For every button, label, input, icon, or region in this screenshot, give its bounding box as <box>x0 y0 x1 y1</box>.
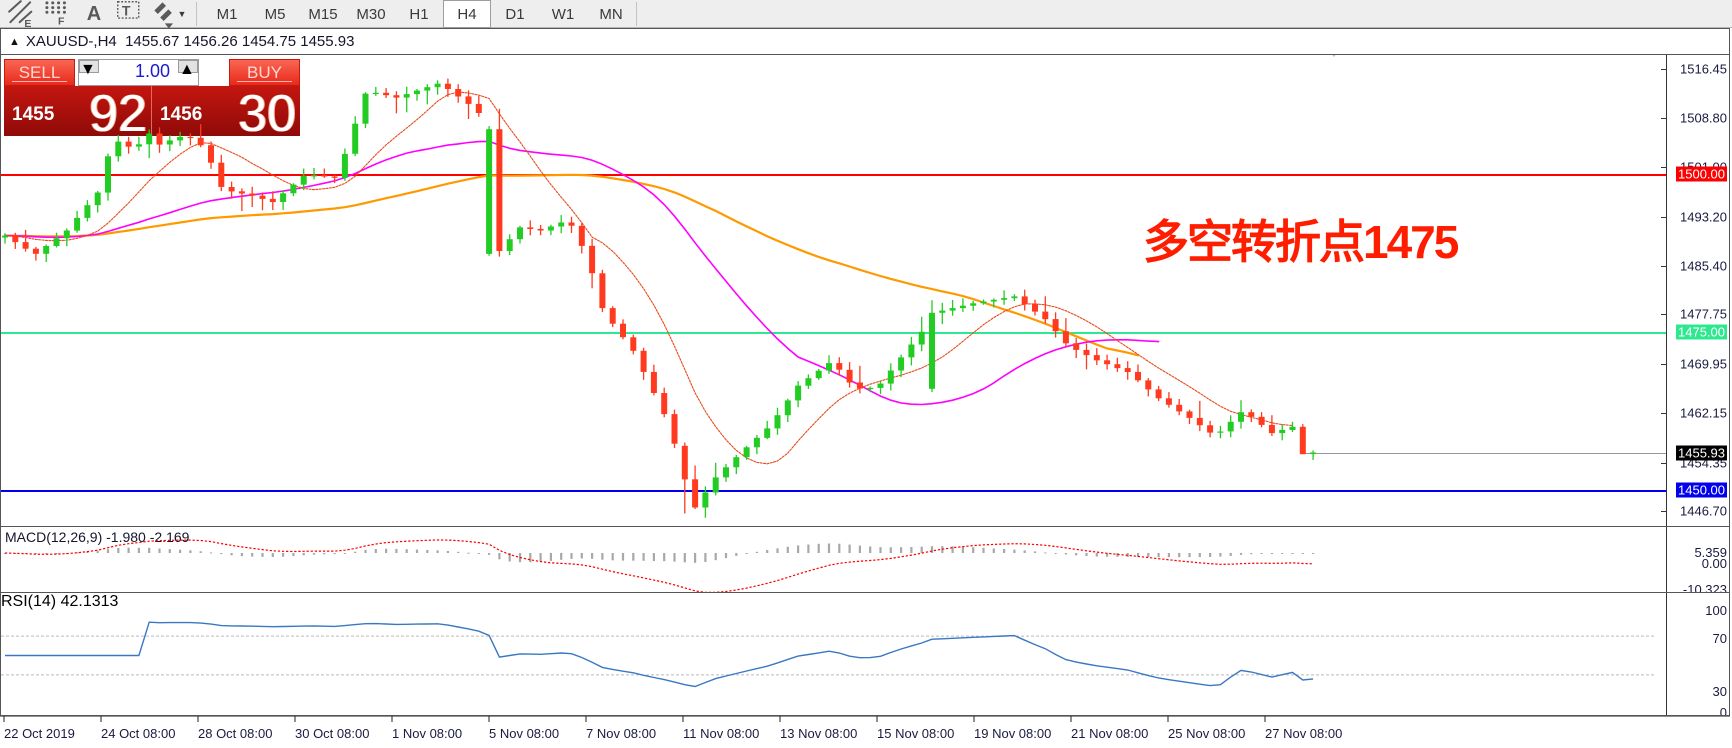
svg-text:7 Nov 08:00: 7 Nov 08:00 <box>586 726 656 741</box>
svg-text:28 Oct 08:00: 28 Oct 08:00 <box>198 726 272 741</box>
svg-text:1 Nov 08:00: 1 Nov 08:00 <box>392 726 462 741</box>
svg-text:5 Nov 08:00: 5 Nov 08:00 <box>489 726 559 741</box>
svg-text:25 Nov 08:00: 25 Nov 08:00 <box>1168 726 1245 741</box>
svg-text:E: E <box>24 18 31 28</box>
svg-text:30 Oct 08:00: 30 Oct 08:00 <box>295 726 369 741</box>
svg-text:F: F <box>58 16 65 28</box>
svg-text:19 Nov 08:00: 19 Nov 08:00 <box>974 726 1051 741</box>
svg-text:24 Oct 08:00: 24 Oct 08:00 <box>101 726 175 741</box>
svg-text:22 Oct 2019: 22 Oct 2019 <box>4 726 75 741</box>
svg-text:15 Nov 08:00: 15 Nov 08:00 <box>877 726 954 741</box>
svg-text:13 Nov 08:00: 13 Nov 08:00 <box>780 726 857 741</box>
svg-text:T: T <box>122 3 131 19</box>
svg-text:11 Nov 08:00: 11 Nov 08:00 <box>683 726 759 741</box>
svg-text:27 Nov 08:00: 27 Nov 08:00 <box>1265 726 1342 741</box>
svg-text:21 Nov 08:00: 21 Nov 08:00 <box>1071 726 1148 741</box>
